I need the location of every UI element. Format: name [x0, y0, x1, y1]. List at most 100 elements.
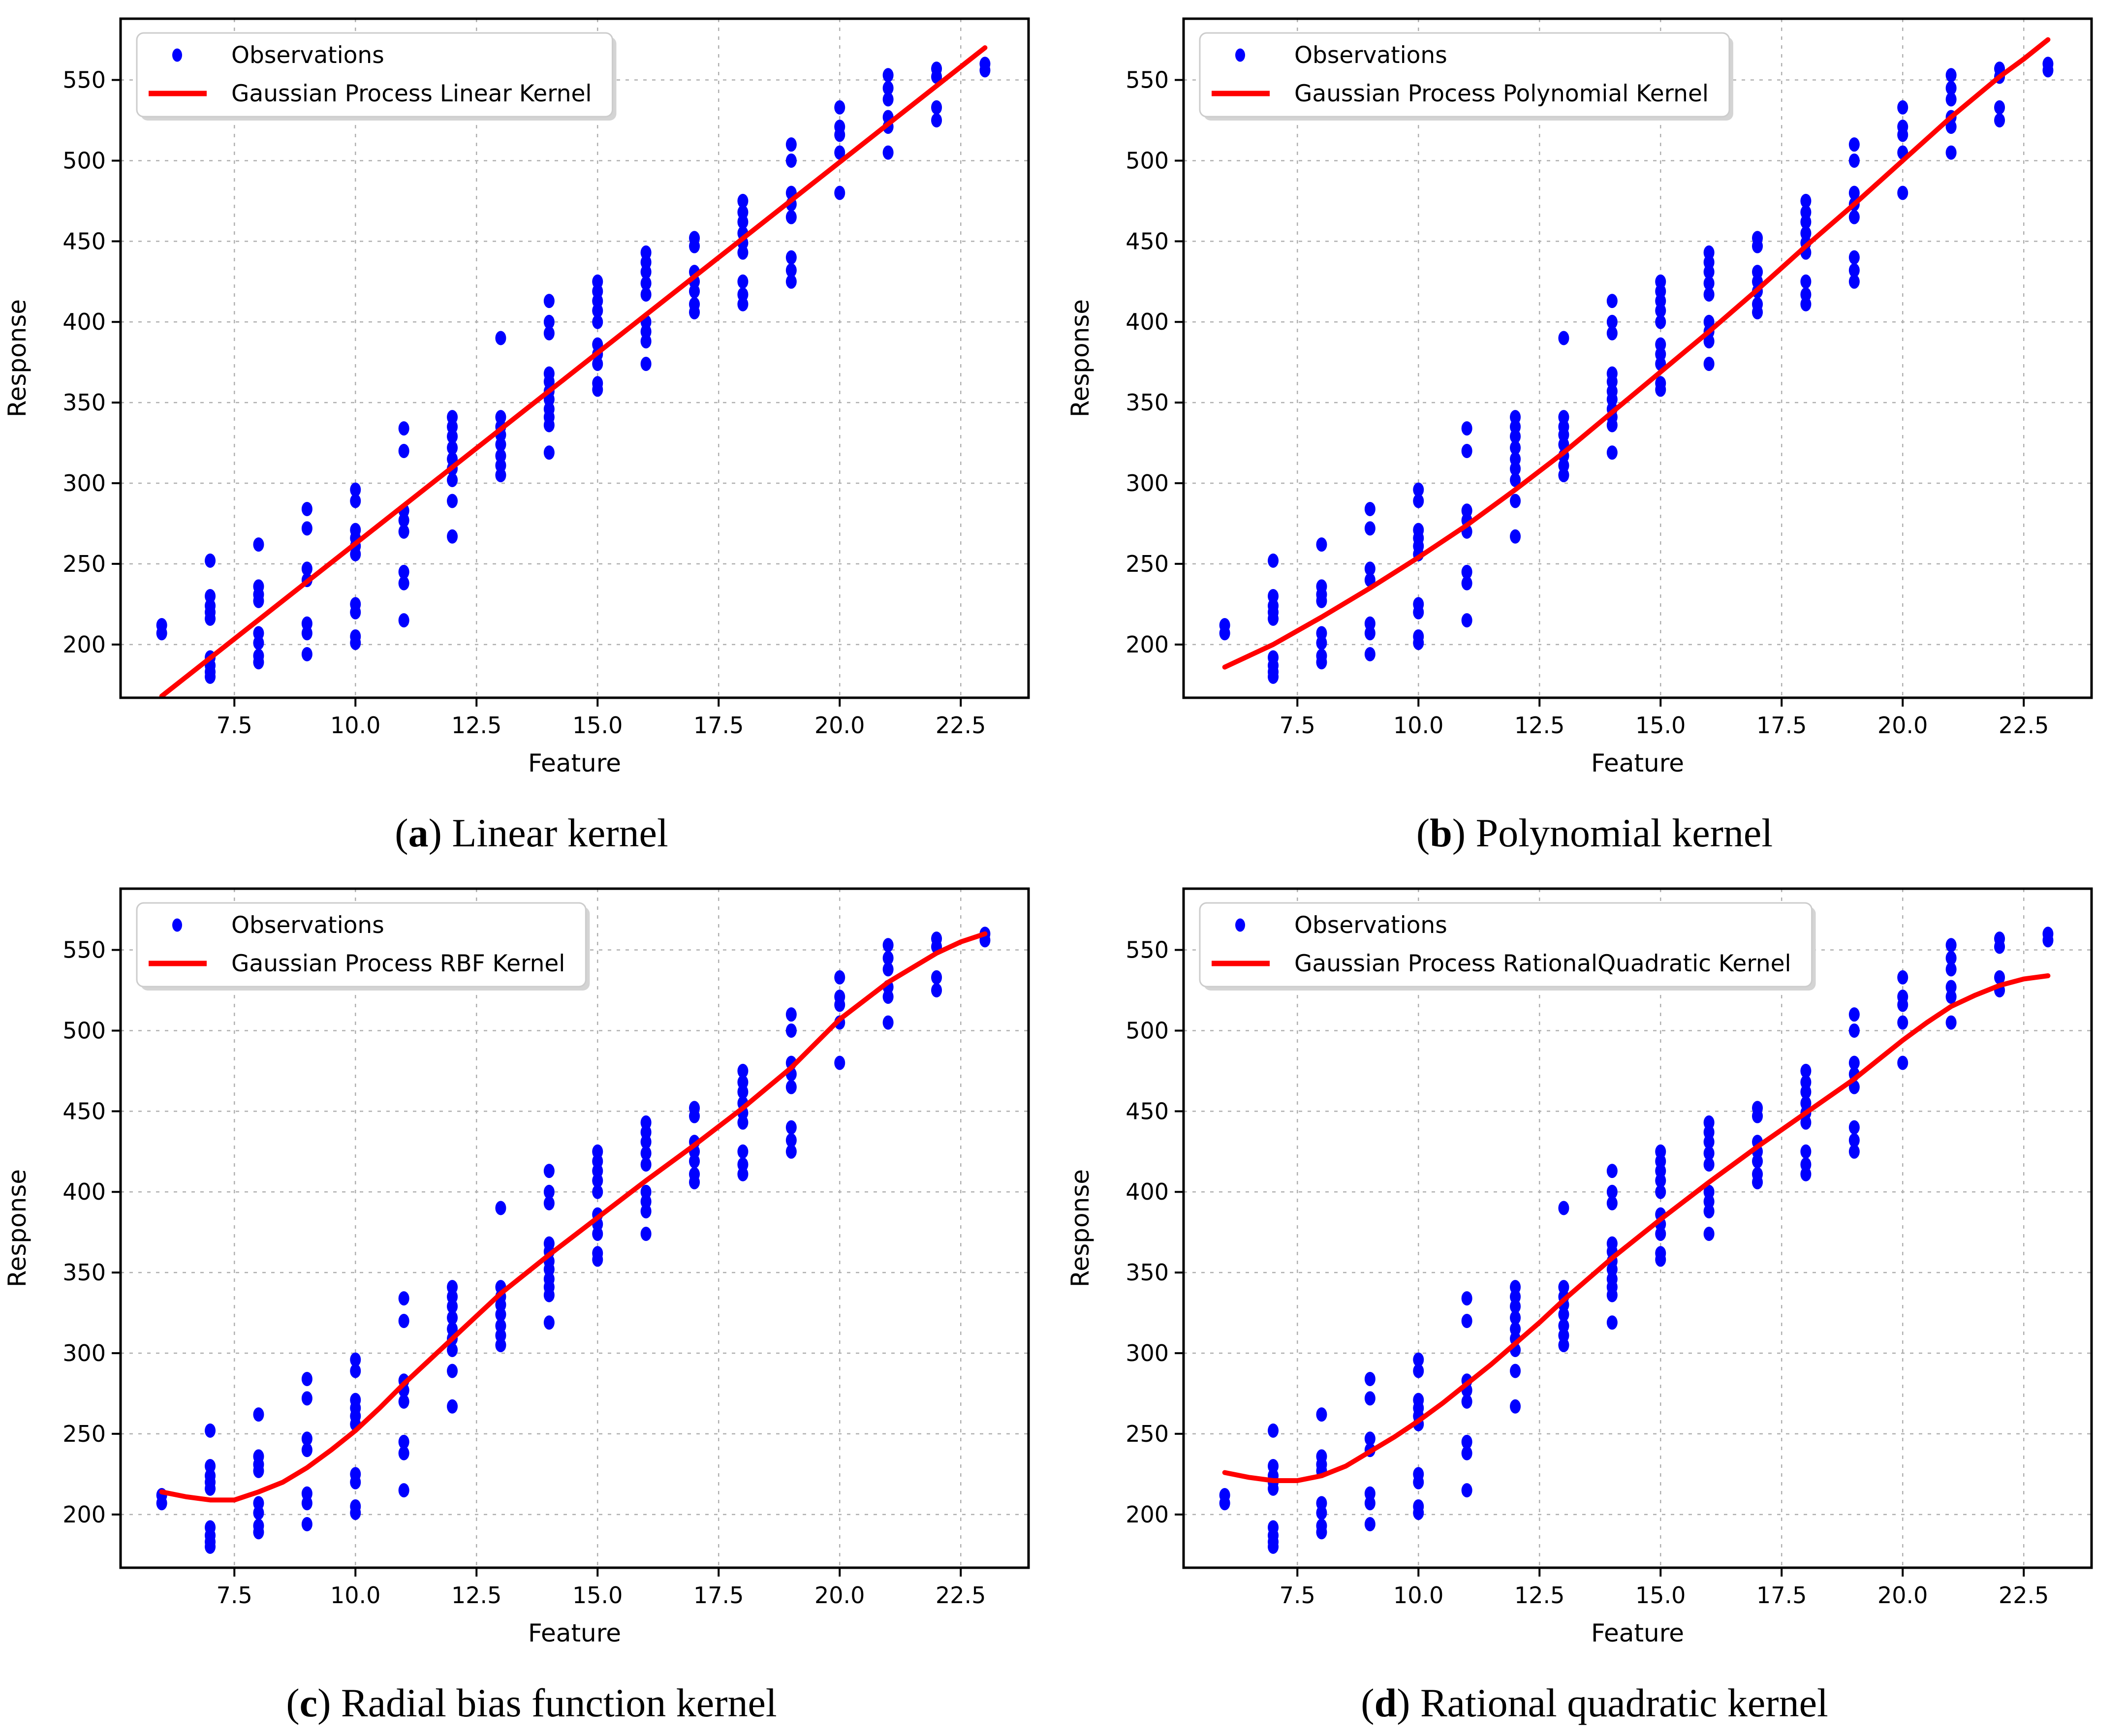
observation-point [1558, 1338, 1569, 1353]
observation-point [1461, 421, 1472, 436]
observation-point [1461, 576, 1472, 590]
observation-point [1703, 334, 1715, 349]
x-tick-label: 12.5 [1514, 1582, 1564, 1609]
x-tick-label: 20.0 [1877, 1582, 1928, 1609]
observation-point [689, 284, 700, 299]
y-tick-label: 350 [63, 389, 106, 416]
y-tick-label: 300 [1126, 1340, 1169, 1366]
observation-point [1364, 647, 1376, 661]
observation-point [350, 636, 361, 651]
observation-point [1703, 276, 1715, 291]
legend: Observations Gaussian Process Polynomial … [1199, 32, 1733, 121]
observation-point [1945, 145, 1957, 160]
observation-point [1316, 537, 1327, 552]
observation-point [1461, 564, 1472, 579]
x-tick-label: 15.0 [1635, 712, 1686, 739]
chart-canvas-d: 7.5 10.0 12.5 15.0 17.5 20.0 22.5 200 250 300 350 4… [1066, 887, 2093, 1647]
observation-point [301, 1371, 313, 1386]
observation-point [1848, 1023, 1860, 1038]
x-tick-label: 15.0 [1635, 1582, 1686, 1609]
observation-point [398, 1313, 409, 1328]
observation-point [1606, 314, 1618, 329]
observation-point [1268, 1423, 1279, 1438]
x-tick-label: 12.5 [1514, 712, 1564, 739]
observation-point [1364, 1371, 1376, 1386]
observation-point [350, 547, 361, 561]
observation-point [834, 100, 845, 115]
observation-point [1945, 81, 1957, 95]
observation-point [785, 263, 797, 278]
x-axis-label: Feature [528, 1619, 621, 1647]
x-tick-label: 22.5 [936, 1582, 986, 1609]
observation-point [1219, 626, 1230, 641]
observation-point [1800, 1115, 1812, 1130]
observation-point [1848, 1055, 1860, 1070]
observation-point [1268, 553, 1279, 568]
observation-point [785, 1007, 797, 1022]
observation-point [785, 153, 797, 168]
observation-point [543, 1196, 555, 1210]
y-axis-label: Response [3, 1169, 31, 1287]
observation-point [640, 1146, 652, 1161]
observation-point [1800, 274, 1812, 289]
observation-point [640, 1135, 652, 1149]
observation-point [447, 1399, 458, 1414]
observation-point [495, 331, 506, 345]
observation-point [1945, 951, 1957, 965]
gp-fit-line [1222, 37, 2051, 670]
observation-point [1703, 356, 1715, 371]
observation-point [301, 1496, 313, 1511]
legend-label-observations: Observations [1294, 912, 1447, 939]
observation-point [882, 962, 894, 977]
observation-point [350, 482, 361, 497]
observation-point [1268, 611, 1279, 626]
observation-point [737, 245, 749, 260]
observation-point [931, 983, 942, 998]
observation-point [350, 494, 361, 508]
observation-point [350, 1364, 361, 1378]
observation-point [1606, 1164, 1618, 1178]
observation-point [1268, 1481, 1279, 1496]
observation-point [737, 1063, 749, 1078]
observation-point [1800, 1085, 1812, 1099]
observation-point [640, 287, 652, 302]
observation-point [882, 68, 894, 83]
observation-point [1510, 429, 1521, 444]
observation-point [785, 210, 797, 224]
y-tick-label: 350 [1126, 1259, 1169, 1286]
observation-point [1848, 186, 1860, 200]
observation-point [1897, 970, 1908, 985]
y-tick-label: 400 [1126, 309, 1169, 335]
observation-point [1703, 287, 1715, 302]
observation-point [1994, 939, 2005, 954]
observation-point [301, 647, 313, 661]
y-tick-label: 250 [1126, 551, 1169, 577]
observation-point [1655, 314, 1666, 329]
y-tick-label: 500 [1126, 1017, 1169, 1044]
observation-point [1364, 1431, 1376, 1446]
observation-point [592, 356, 603, 371]
observation-point [1752, 1175, 1763, 1190]
observation-point [1800, 297, 1812, 311]
y-tick-label: 350 [1126, 389, 1169, 416]
axes-spine [119, 17, 1030, 699]
observation-point [253, 655, 264, 670]
y-axis-label: Response [3, 299, 31, 417]
legend-box [136, 32, 613, 118]
observation-point [737, 1144, 749, 1159]
legend-label-kernel: Gaussian Process RBF Kernel [231, 950, 565, 977]
observation-point [689, 1154, 700, 1169]
observation-point [785, 1144, 797, 1159]
observation-point [737, 1167, 749, 1181]
y-axis-label: Response [1066, 1169, 1094, 1287]
observation-point [253, 636, 264, 651]
observation-point [1219, 1496, 1230, 1511]
observation-point [1994, 970, 2005, 985]
observation-point [1268, 1539, 1279, 1554]
observation-point [1703, 1226, 1715, 1241]
y-tick-label: 450 [1126, 1098, 1169, 1124]
observation-point [1945, 92, 1957, 107]
observation-point [1461, 1483, 1472, 1498]
axes-spine [119, 887, 1030, 1569]
y-tick-label: 400 [1126, 1178, 1169, 1205]
